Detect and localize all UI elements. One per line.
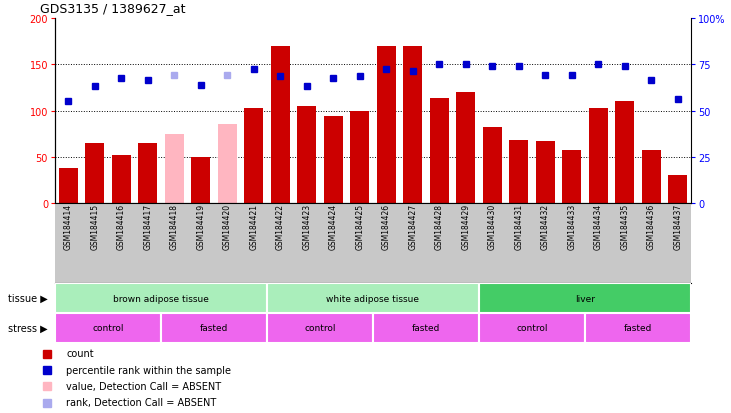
Bar (161, 313, 267, 343)
Bar (510, 141, 528, 204)
Text: fasted: fasted (624, 324, 652, 333)
Bar (271, 47, 289, 204)
Text: rank, Detection Call = ABSENT: rank, Detection Call = ABSENT (67, 398, 216, 408)
Text: GDS3135 / 1389627_at: GDS3135 / 1389627_at (40, 2, 186, 15)
Bar (585, 313, 691, 343)
Bar (165, 134, 183, 204)
Bar (536, 142, 555, 204)
Bar (589, 109, 607, 204)
Bar (404, 47, 422, 204)
Bar (483, 128, 501, 204)
Bar (377, 47, 395, 204)
Bar (59, 169, 77, 204)
Text: control: control (304, 324, 336, 333)
Bar (298, 107, 316, 204)
Bar (430, 99, 449, 204)
Bar (192, 157, 210, 204)
Bar (55, 313, 161, 343)
Bar (86, 144, 104, 204)
Bar (324, 117, 343, 204)
Text: stress ▶: stress ▶ (8, 323, 48, 333)
Text: count: count (67, 349, 94, 358)
Text: control: control (92, 324, 124, 333)
Bar (350, 111, 369, 204)
Bar (267, 313, 373, 343)
Bar (456, 93, 475, 204)
Text: fasted: fasted (200, 324, 228, 333)
Text: control: control (516, 324, 548, 333)
Bar (244, 109, 263, 204)
Bar (55, 283, 267, 313)
Text: tissue ▶: tissue ▶ (8, 293, 48, 303)
Text: percentile rank within the sample: percentile rank within the sample (67, 365, 232, 375)
Bar (267, 283, 479, 313)
Bar (373, 313, 479, 343)
Bar (668, 176, 687, 204)
Bar (616, 102, 634, 204)
Text: value, Detection Call = ABSENT: value, Detection Call = ABSENT (67, 381, 221, 391)
Bar (562, 151, 581, 204)
Bar (218, 125, 237, 204)
Bar (138, 144, 157, 204)
Text: liver: liver (575, 294, 595, 303)
Bar (479, 313, 585, 343)
Bar (112, 156, 131, 204)
Text: white adipose tissue: white adipose tissue (327, 294, 420, 303)
Bar (479, 283, 691, 313)
Text: fasted: fasted (412, 324, 440, 333)
Text: brown adipose tissue: brown adipose tissue (113, 294, 209, 303)
Bar (642, 151, 661, 204)
